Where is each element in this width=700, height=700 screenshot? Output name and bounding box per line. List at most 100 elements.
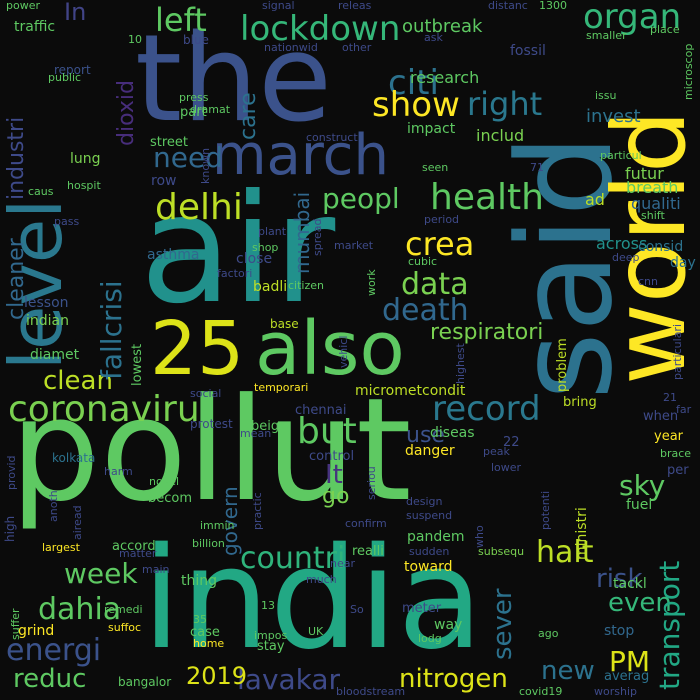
- cloud-word: novel: [149, 475, 180, 488]
- cloud-word: indian: [26, 313, 69, 329]
- cloud-word: death: [382, 293, 469, 328]
- cloud-word: traffic: [14, 19, 56, 35]
- cloud-word: harm: [104, 465, 133, 478]
- cloud-word: crea: [405, 225, 475, 263]
- cloud-word: diseas: [430, 425, 475, 441]
- cloud-word: design: [406, 495, 443, 508]
- cloud-word: per: [667, 463, 689, 478]
- cloud-word: 71: [530, 161, 544, 174]
- cloud-word: lavakar: [237, 663, 341, 696]
- cloud-word: part: [180, 105, 207, 120]
- cloud-word: ago: [538, 627, 559, 640]
- cloud-word: research: [410, 68, 480, 87]
- cloud-word: other: [342, 41, 372, 54]
- cloud-word: record: [432, 389, 541, 429]
- cloud-word: power: [6, 0, 40, 12]
- cloud-word: plant: [258, 225, 287, 238]
- cloud-word: industri: [4, 116, 29, 200]
- cloud-word: temporari: [254, 381, 309, 394]
- cloud-word: use: [406, 423, 445, 448]
- cloud-word: mean: [240, 427, 272, 440]
- cloud-word: peak: [483, 445, 510, 458]
- cloud-word: 10: [128, 33, 142, 46]
- cloud-word: lockdown: [240, 9, 401, 49]
- cloud-word: averag: [604, 669, 650, 684]
- cloud-word: provid: [5, 455, 18, 490]
- cloud-word: suffer: [9, 608, 22, 640]
- cloud-word: impos: [254, 629, 288, 642]
- cloud-word: street: [150, 135, 189, 150]
- cloud-word: stop: [604, 623, 635, 639]
- cloud-word: press: [179, 91, 209, 104]
- cloud-word: nitrogen: [399, 664, 508, 694]
- cloud-word: public: [48, 71, 82, 84]
- cloud-word: danger: [405, 443, 455, 459]
- cloud-word: asthma: [147, 247, 200, 263]
- cloud-word: construct: [306, 131, 358, 144]
- cloud-word: lowest: [130, 343, 145, 386]
- cloud-word: distanc: [488, 0, 528, 12]
- cloud-word: becom: [148, 491, 193, 506]
- cloud-word: accord: [112, 539, 156, 554]
- cloud-word: sever: [488, 588, 518, 660]
- cloud-word: confirm: [345, 517, 387, 530]
- cloud-word: near: [330, 557, 356, 570]
- cloud-word: citi: [388, 63, 439, 103]
- cloud-word: but: [297, 411, 357, 452]
- cloud-word: So: [350, 603, 364, 616]
- cloud-word: immin: [200, 519, 235, 532]
- cloud-word: row: [151, 173, 177, 189]
- cloud-word: reduc: [13, 664, 87, 694]
- cloud-word: across: [596, 234, 648, 253]
- cloud-word: 13: [261, 599, 275, 612]
- cloud-word: potenti: [539, 490, 552, 530]
- cloud-word: protest: [190, 417, 233, 431]
- cloud-word: shift: [641, 209, 665, 222]
- cloud-word: 25: [150, 306, 245, 392]
- cloud-word: data: [401, 267, 469, 302]
- cloud-word: futur: [625, 164, 664, 183]
- cloud-word: problem: [555, 338, 570, 392]
- cloud-word: suspend: [406, 509, 453, 522]
- cloud-word: 2019: [186, 662, 248, 690]
- cloud-word: outbreak: [402, 16, 483, 37]
- cloud-word: lower: [491, 461, 522, 474]
- cloud-word: pandem: [407, 529, 465, 545]
- cloud-word: dahia: [38, 592, 122, 627]
- cloud-word: delhi: [155, 187, 243, 228]
- cloud-word: deep: [612, 251, 640, 264]
- cloud-word: particul: [600, 149, 642, 162]
- cloud-word: bring: [563, 395, 597, 410]
- cloud-word: show: [372, 85, 460, 125]
- cloud-word: breath: [626, 178, 679, 197]
- cloud-word: even: [608, 588, 672, 618]
- cloud-word: 22: [503, 435, 520, 450]
- cloud-word: mumbai: [290, 191, 314, 274]
- cloud-word: period: [424, 213, 460, 226]
- cloud-word: control: [309, 449, 355, 464]
- cloud-word: highest: [454, 343, 467, 384]
- cloud-word: It: [325, 460, 343, 490]
- cloud-word: close: [236, 251, 273, 267]
- cloud-word: beig: [251, 419, 280, 434]
- cloud-word: issu: [595, 89, 617, 102]
- cloud-word: particulari: [671, 323, 684, 380]
- cloud-word: sky: [619, 469, 666, 502]
- cloud-word: ask: [424, 31, 443, 44]
- cloud-word: high: [3, 515, 17, 542]
- cloud-word: dramat: [190, 103, 231, 116]
- cloud-word: care: [236, 92, 261, 140]
- cloud-word: In: [64, 0, 87, 26]
- cloud-word: PM: [609, 645, 651, 678]
- cloud-word: fallcrisi: [95, 280, 128, 380]
- cloud-word: remedi: [104, 603, 143, 616]
- cloud-word: market: [334, 239, 374, 252]
- cloud-word: citizen: [288, 279, 324, 292]
- cloud-word: fuel: [626, 497, 653, 513]
- cloud-word: covid19: [519, 685, 563, 698]
- cloud-word: countri: [240, 541, 346, 576]
- cloud-word: realli: [352, 544, 384, 559]
- cloud-word: need: [153, 141, 223, 174]
- cloud-word: nationwid: [264, 41, 318, 54]
